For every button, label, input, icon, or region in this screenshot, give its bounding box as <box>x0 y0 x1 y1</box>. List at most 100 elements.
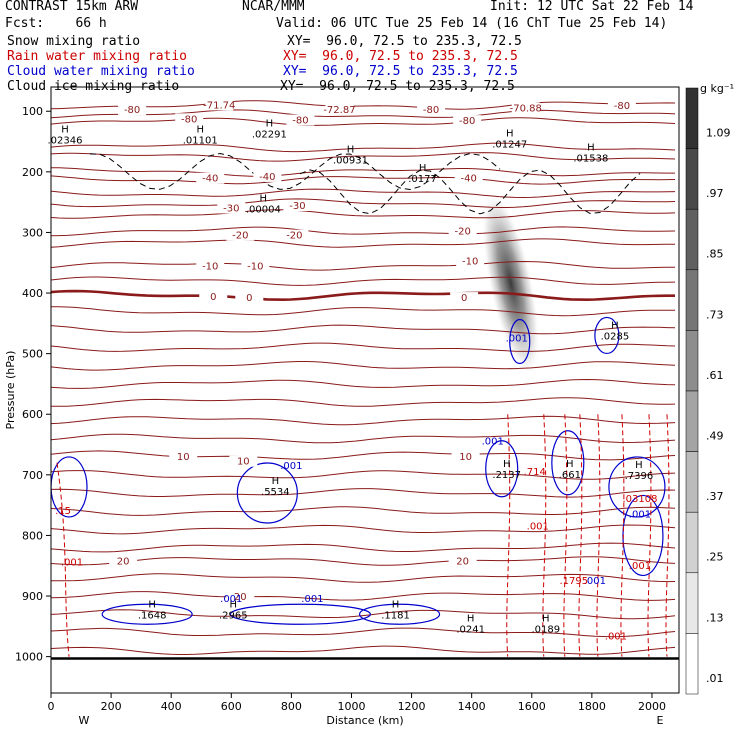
rain-contour <box>578 414 583 657</box>
colorbar-swatch <box>685 451 699 513</box>
isotherm <box>51 524 676 535</box>
y-tick-label: 200 <box>22 166 43 179</box>
x-tick-label: 2000 <box>638 700 666 713</box>
x-tick-label: 600 <box>221 700 242 713</box>
isotherm <box>51 342 676 352</box>
rain-contour <box>596 414 601 657</box>
field-snow-xy: XY= 96.0, 72.5 to 235.3, 72.5 <box>287 34 522 49</box>
isotherm <box>51 415 676 426</box>
high-value-label: .0177 <box>408 174 437 185</box>
colorbar-unit: g kg⁻¹ <box>700 82 734 95</box>
cloud-water-contour <box>101 603 193 625</box>
high-value-label: .1181 <box>381 610 410 621</box>
y-tick-label: 1000 <box>15 651 43 664</box>
isotherm-label-bg <box>205 99 234 111</box>
colorbar-swatch <box>685 148 699 210</box>
y-axis-title: Pressure (hPa) <box>4 351 17 430</box>
isotherm-label-bg <box>196 172 225 184</box>
high-value-label: .01101 <box>183 135 218 146</box>
high-value-label: .01247 <box>492 140 527 151</box>
high-marker: H <box>587 143 595 154</box>
y-tick-label: 400 <box>22 287 43 300</box>
isotherm <box>51 488 676 498</box>
isotherm-label: -80 <box>292 116 308 127</box>
x-tick-label: 1200 <box>398 700 426 713</box>
colorbar-swatch <box>685 633 699 695</box>
isotherm-label-bg <box>196 260 225 272</box>
isotherm-label: -80 <box>124 105 140 116</box>
high-marker: H <box>347 144 355 155</box>
zero-isotherm <box>51 289 675 302</box>
cloud-water-label: .001 <box>506 334 528 345</box>
high-marker: H <box>61 124 69 135</box>
rain-label: .15 <box>55 506 71 517</box>
isotherm-label-bg <box>253 170 282 182</box>
cloud-water-contour <box>594 316 620 355</box>
rain-contour <box>665 414 670 657</box>
isotherm-label-bg <box>229 455 258 467</box>
cloud-water-label: .001 <box>220 594 242 605</box>
isotherm-label: -80 <box>614 101 630 112</box>
colorbar-label: .13 <box>706 611 724 624</box>
high-marker: H <box>506 129 514 140</box>
field-snow-name: Snow mixing ratio <box>7 34 141 49</box>
moisture-contours <box>51 152 670 657</box>
rain-label: .001 <box>527 521 549 532</box>
isotherm <box>51 109 676 119</box>
isotherm-label-bg <box>169 450 198 462</box>
isotherm <box>51 433 676 444</box>
colorbar-label: .25 <box>706 551 724 564</box>
isotherm <box>51 188 676 199</box>
high-marker: H <box>419 163 427 174</box>
cloud-water-label: .001 <box>280 461 302 472</box>
model-title: CONTRAST 15km ARW <box>5 0 139 14</box>
high-value-label: .0241 <box>456 624 485 635</box>
isotherm <box>51 117 676 126</box>
isotherm-label-bg <box>325 104 354 116</box>
isotherm <box>51 260 675 271</box>
isotherm-label-bg <box>241 260 270 272</box>
x-tick-label: 400 <box>161 700 182 713</box>
isotherm-label: -20 <box>454 226 470 237</box>
high-marker: H <box>611 321 619 332</box>
isotherm-label-bg <box>451 450 480 462</box>
colorbar-swatch <box>685 87 699 149</box>
snow-plume <box>481 190 540 377</box>
high-marker: H <box>148 599 156 610</box>
isotherm-label-bg <box>226 590 255 602</box>
high-value-label: .0189 <box>531 624 560 635</box>
east-label: E <box>657 714 664 727</box>
isotherm-label-bg <box>235 292 264 304</box>
isotherm <box>51 470 676 480</box>
high-value-label: .00931 <box>333 155 368 166</box>
isotherm-label-bg <box>448 225 477 237</box>
x-tick-label: 200 <box>101 700 122 713</box>
x-tick-label: 0 <box>48 700 55 713</box>
plot-frame <box>50 86 680 694</box>
isotherm-label: -72.87 <box>323 105 355 116</box>
isotherm-label: -30 <box>289 201 305 212</box>
rain-contour <box>620 414 625 657</box>
isotherm-label-bg <box>448 555 477 567</box>
isotherm-label-bg <box>118 104 147 116</box>
isotherm <box>51 238 675 248</box>
x-tick-label: 1600 <box>518 700 546 713</box>
colorbar-label: .37 <box>706 490 724 503</box>
high-marker: H <box>196 124 204 135</box>
isotherm-label-bg <box>607 99 636 111</box>
isotherm <box>51 378 676 389</box>
isotherm <box>51 167 675 177</box>
y-tick-label: 800 <box>22 529 43 542</box>
isotherm-label-bg <box>226 229 255 241</box>
isotherm <box>51 506 676 516</box>
high-marker: H <box>566 459 574 470</box>
forecast-hour: Fcst: 66 h <box>5 16 107 31</box>
colorbar-label: .49 <box>706 429 724 442</box>
isotherm-label: 0 <box>461 293 467 304</box>
rain-contour <box>647 414 652 657</box>
rain-label: .001 <box>605 632 627 643</box>
rain-contour <box>563 414 568 657</box>
colorbar-label: .85 <box>706 248 724 261</box>
rain-label: .03108 <box>622 494 657 505</box>
cloud-water-label: .001 <box>301 594 323 605</box>
